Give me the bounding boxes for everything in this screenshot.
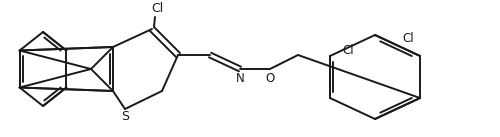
- Text: Cl: Cl: [151, 2, 163, 15]
- Text: Cl: Cl: [342, 45, 354, 58]
- Text: S: S: [121, 111, 129, 123]
- Text: Cl: Cl: [402, 32, 414, 45]
- Text: O: O: [266, 72, 274, 85]
- Text: N: N: [236, 72, 244, 85]
